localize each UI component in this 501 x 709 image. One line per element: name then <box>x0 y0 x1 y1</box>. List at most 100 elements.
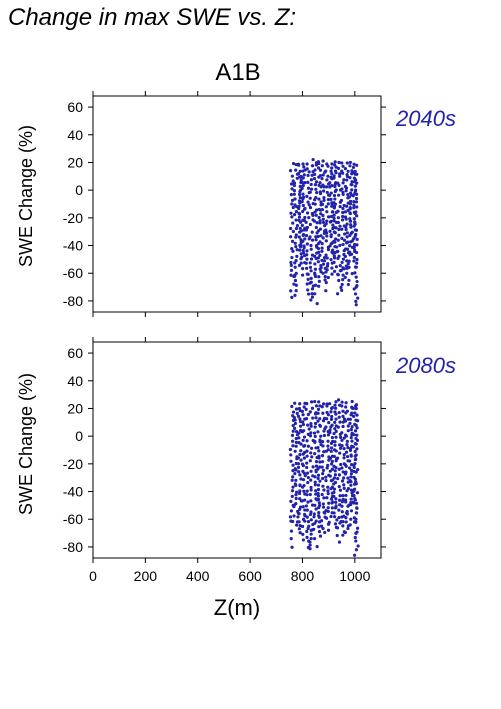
scatter-point <box>301 478 306 482</box>
scatter-point <box>310 211 315 216</box>
scatter-point <box>354 299 358 303</box>
scatter-point <box>354 196 359 201</box>
scatter-point <box>313 439 317 444</box>
scatter-point <box>297 440 301 445</box>
scatter-point <box>320 207 325 212</box>
scatter-point <box>294 233 298 237</box>
scatter-point <box>338 420 342 424</box>
scatter-point <box>349 517 353 521</box>
scatter-point <box>294 440 298 444</box>
scatter-point <box>304 228 309 232</box>
scatter-point <box>296 465 301 469</box>
scatter-point <box>341 214 345 219</box>
scatter-point <box>353 233 358 237</box>
scatter-point <box>288 169 293 173</box>
scatter-point <box>353 292 358 296</box>
scatter-point <box>330 162 334 166</box>
scatter-point <box>332 487 337 491</box>
scatter-point <box>336 181 340 185</box>
scatter-point <box>312 537 317 541</box>
scatter-point <box>301 438 305 442</box>
scatter-point <box>331 478 335 482</box>
scatter-point <box>291 229 295 234</box>
scatter-point <box>321 505 326 509</box>
y-tick-label: 40 <box>67 373 83 389</box>
scatter-point <box>318 423 322 427</box>
scatter-point <box>306 423 310 427</box>
scatter-point <box>326 509 330 514</box>
scatter-point <box>338 264 342 268</box>
scatter-point <box>321 183 325 187</box>
scatter-point <box>300 200 304 204</box>
x-tick-label: 400 <box>186 568 210 584</box>
scatter-point <box>347 503 351 507</box>
scatter-point <box>314 180 319 184</box>
scatter-point <box>327 501 331 505</box>
scatter-point <box>326 528 331 532</box>
scatter-point <box>291 249 295 253</box>
scatter-point <box>309 178 314 182</box>
scatter-point <box>292 192 296 196</box>
scatter-point <box>354 520 358 524</box>
scatter-point <box>293 278 298 283</box>
scatter-point <box>332 174 336 178</box>
scatter-point <box>322 433 326 438</box>
scatter-point <box>294 258 298 263</box>
scatter-point <box>334 505 338 510</box>
period-label: 2080s <box>395 353 456 378</box>
scatter-point <box>340 479 345 483</box>
scatter-point <box>321 484 325 488</box>
scatter-point <box>354 210 358 214</box>
scatter-point <box>292 282 296 286</box>
scatter-point <box>351 445 355 449</box>
scatter-point <box>325 410 329 415</box>
scatter-point <box>346 282 350 287</box>
scatter-point <box>329 449 333 453</box>
scatter-point <box>316 476 320 480</box>
scatter-point <box>305 249 309 253</box>
scatter-point <box>307 427 311 431</box>
y-tick-label: -20 <box>63 210 83 226</box>
scatter-point <box>326 485 330 489</box>
scatter-point <box>355 214 359 218</box>
scatter-point <box>289 268 294 272</box>
scatter-point <box>350 188 354 192</box>
scatter-point <box>321 526 325 531</box>
scatter-point <box>296 462 301 466</box>
scatter-point <box>345 409 350 413</box>
scatter-point <box>355 413 359 417</box>
scatter-point <box>348 217 352 221</box>
scatter-point <box>333 160 337 164</box>
scatter-point <box>322 259 327 263</box>
scatter-point <box>306 526 310 531</box>
scatter-point <box>314 519 318 523</box>
scatter-point <box>317 279 321 283</box>
scatter-point <box>333 269 337 273</box>
scatter-point <box>332 260 336 264</box>
scatter-point <box>333 480 338 485</box>
scatter-point <box>354 265 358 269</box>
scatter-point <box>305 461 309 465</box>
scatter-point <box>335 456 340 460</box>
scatter-point <box>344 247 348 251</box>
scatter-point <box>299 458 303 462</box>
scatter-point <box>332 254 336 258</box>
scatter-point <box>326 448 330 452</box>
scatter-point <box>332 431 336 436</box>
scatter-point <box>313 434 317 438</box>
x-axis-label: Z(m) <box>214 595 260 620</box>
scatter-point <box>297 491 302 496</box>
scatter-point <box>317 525 321 529</box>
scatter-point <box>325 178 329 182</box>
scatter-point <box>344 516 348 520</box>
scatter-point <box>348 206 352 210</box>
scatter-point <box>325 466 329 470</box>
scatter-point <box>313 475 317 479</box>
scatter-point <box>314 196 318 200</box>
scatter-point <box>337 410 341 415</box>
scatter-point <box>303 237 307 241</box>
scatter-point <box>333 169 338 173</box>
scatter-point <box>355 506 359 510</box>
y-tick-label: -60 <box>63 265 83 281</box>
scatter-point <box>316 411 320 415</box>
